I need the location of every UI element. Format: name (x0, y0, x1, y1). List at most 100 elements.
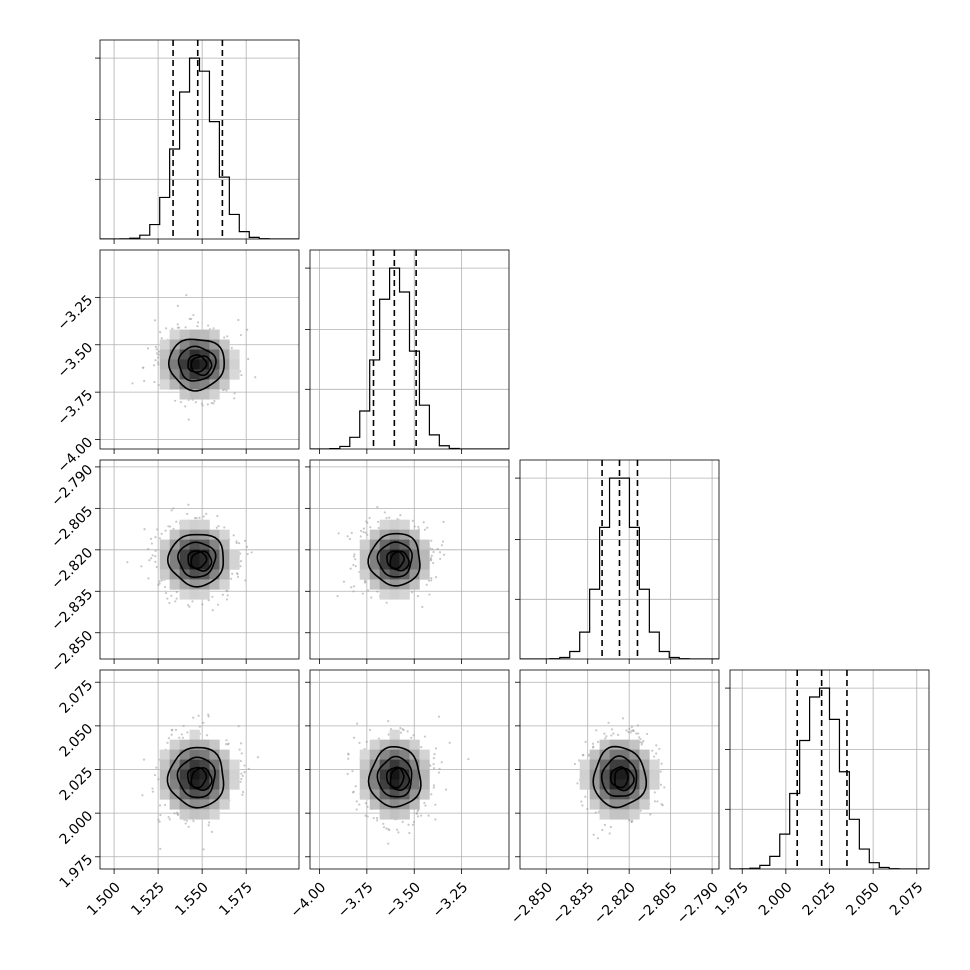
scatter-point (362, 530, 365, 534)
density-cell (419, 769, 430, 780)
contour-line (190, 767, 213, 792)
density-cell (399, 779, 410, 790)
density-cell (169, 769, 180, 780)
scatter-point (610, 734, 613, 737)
scatter-point (236, 573, 239, 576)
density-cell (169, 369, 180, 380)
panel-frame (519, 459, 720, 660)
density-cell (609, 799, 620, 810)
scatter-point (174, 399, 177, 402)
scatter-point (347, 752, 350, 755)
density-cell (409, 799, 420, 810)
density-cell (649, 779, 660, 790)
scatter-point (430, 577, 433, 580)
density-cell (369, 559, 380, 570)
density-cell (189, 359, 200, 370)
density-cell (159, 339, 170, 350)
density-cell (369, 769, 380, 780)
scatter-point (352, 585, 356, 588)
scatter-point (154, 345, 157, 348)
density-cell (379, 519, 390, 530)
scatter-point (410, 736, 413, 739)
density-cell (179, 799, 190, 810)
scatter-point (636, 724, 639, 727)
scatter-point (601, 828, 604, 832)
scatter-point (612, 732, 615, 735)
scatter-point (353, 553, 356, 556)
scatter-point (205, 512, 208, 516)
scatter-point (663, 786, 666, 789)
panel-0-0 (95, 39, 300, 244)
density-cell (169, 569, 180, 580)
scatter-point (243, 764, 246, 767)
contour-line (614, 767, 635, 792)
scatter-point (167, 816, 170, 819)
density-cell (199, 379, 210, 390)
scatter-point (192, 819, 195, 823)
scatter-point (241, 793, 244, 796)
scatter-point (354, 785, 357, 788)
scatter-point (146, 547, 150, 551)
density-layer (141, 713, 260, 851)
scatter-point (628, 727, 631, 730)
scatter-point (177, 326, 181, 329)
density-cell (399, 749, 410, 760)
density-cell (629, 759, 640, 770)
scatter-point (238, 748, 241, 751)
density-cell (189, 809, 200, 820)
density-cell (599, 779, 610, 790)
scatter-point (217, 524, 220, 528)
scatter-point (153, 319, 157, 322)
scatter-point (211, 595, 214, 598)
scatter-point (181, 736, 184, 739)
scatter-point (188, 605, 191, 608)
density-cell (629, 809, 640, 820)
density-cell (409, 579, 420, 590)
density-cell (199, 779, 210, 790)
scatter-point (226, 743, 230, 746)
density-cell (379, 559, 390, 570)
scatter-point (149, 537, 153, 540)
scatter-point (597, 810, 601, 813)
scatter-point (437, 771, 441, 774)
density-cell (419, 549, 430, 560)
density-cell (219, 769, 230, 780)
density-cell (619, 759, 630, 770)
density-cell (199, 749, 210, 760)
scatter-point (230, 346, 233, 350)
scatter-point (382, 826, 386, 829)
scatter-point (154, 549, 157, 552)
density-cell (219, 529, 230, 540)
density-cell (389, 579, 400, 590)
scatter-point (197, 714, 200, 717)
scatter-point (395, 828, 399, 831)
scatter-point (387, 719, 390, 723)
scatter-point (420, 746, 423, 749)
scatter-point (653, 755, 656, 758)
scatter-point (364, 531, 367, 534)
scatter-point (591, 742, 595, 745)
scatter-point (157, 583, 160, 587)
density-cell (169, 759, 180, 770)
density-cell (169, 779, 180, 790)
scatter-point (433, 753, 436, 756)
density-cell (409, 569, 420, 580)
density-cell (359, 569, 370, 580)
density-cell (219, 749, 230, 760)
scatter-point (168, 601, 171, 605)
scatter-point (430, 579, 433, 582)
scatter-point (388, 516, 391, 519)
scatter-point (603, 823, 606, 826)
scatter-point (366, 815, 369, 818)
scatter-point (164, 529, 167, 532)
density-cell (219, 549, 230, 560)
density-cell (229, 769, 240, 780)
density-cell (579, 769, 590, 780)
scatter-point (142, 758, 146, 761)
scatter-point (239, 333, 242, 337)
scatter-point (629, 731, 632, 734)
scatter-point (372, 816, 375, 820)
scatter-point (355, 800, 358, 803)
scatter-point (254, 376, 257, 379)
